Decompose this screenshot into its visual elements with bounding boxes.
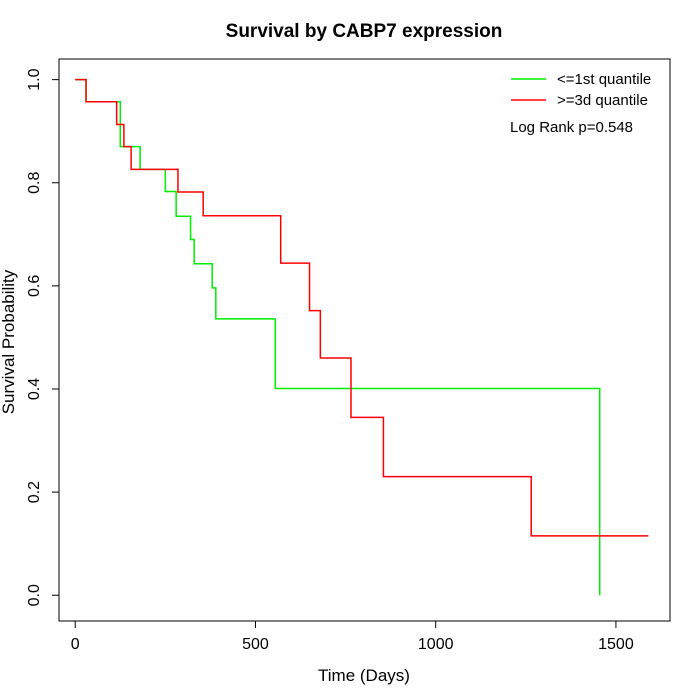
x-axis-label: Time (Days): [318, 666, 410, 685]
y-tick-label: 0.0: [26, 584, 43, 606]
y-tick-label: 0.2: [26, 481, 43, 503]
x-tick-label: 500: [242, 636, 269, 653]
y-tick-label: 0.6: [26, 275, 43, 297]
series-line-high-quantile: [75, 78, 649, 537]
chart-title: Survival by CABP7 expression: [226, 21, 503, 42]
legend-label-high: >=3d quantile: [557, 92, 648, 109]
legend: <=1st quantile >=3d quantile: [511, 71, 651, 109]
x-tick-label: 0: [71, 636, 80, 653]
series-layer: [75, 78, 649, 596]
logrank-annotation: Log Rank p=0.548: [510, 119, 633, 136]
y-tick-label: 1.0: [26, 68, 43, 90]
y-axis: 0.0 0.2 0.4 0.6 0.8 1.0: [26, 68, 60, 606]
legend-label-low: <=1st quantile: [557, 71, 651, 88]
y-tick-label: 0.4: [26, 378, 43, 400]
y-axis-label: Survival Probability: [0, 269, 18, 414]
x-tick-label: 1000: [418, 636, 454, 653]
x-axis: 0 500 1000 1500: [71, 620, 634, 653]
y-tick-label: 0.8: [26, 172, 43, 194]
series-line-low-quantile: [75, 78, 601, 596]
x-tick-label: 1500: [598, 636, 634, 653]
